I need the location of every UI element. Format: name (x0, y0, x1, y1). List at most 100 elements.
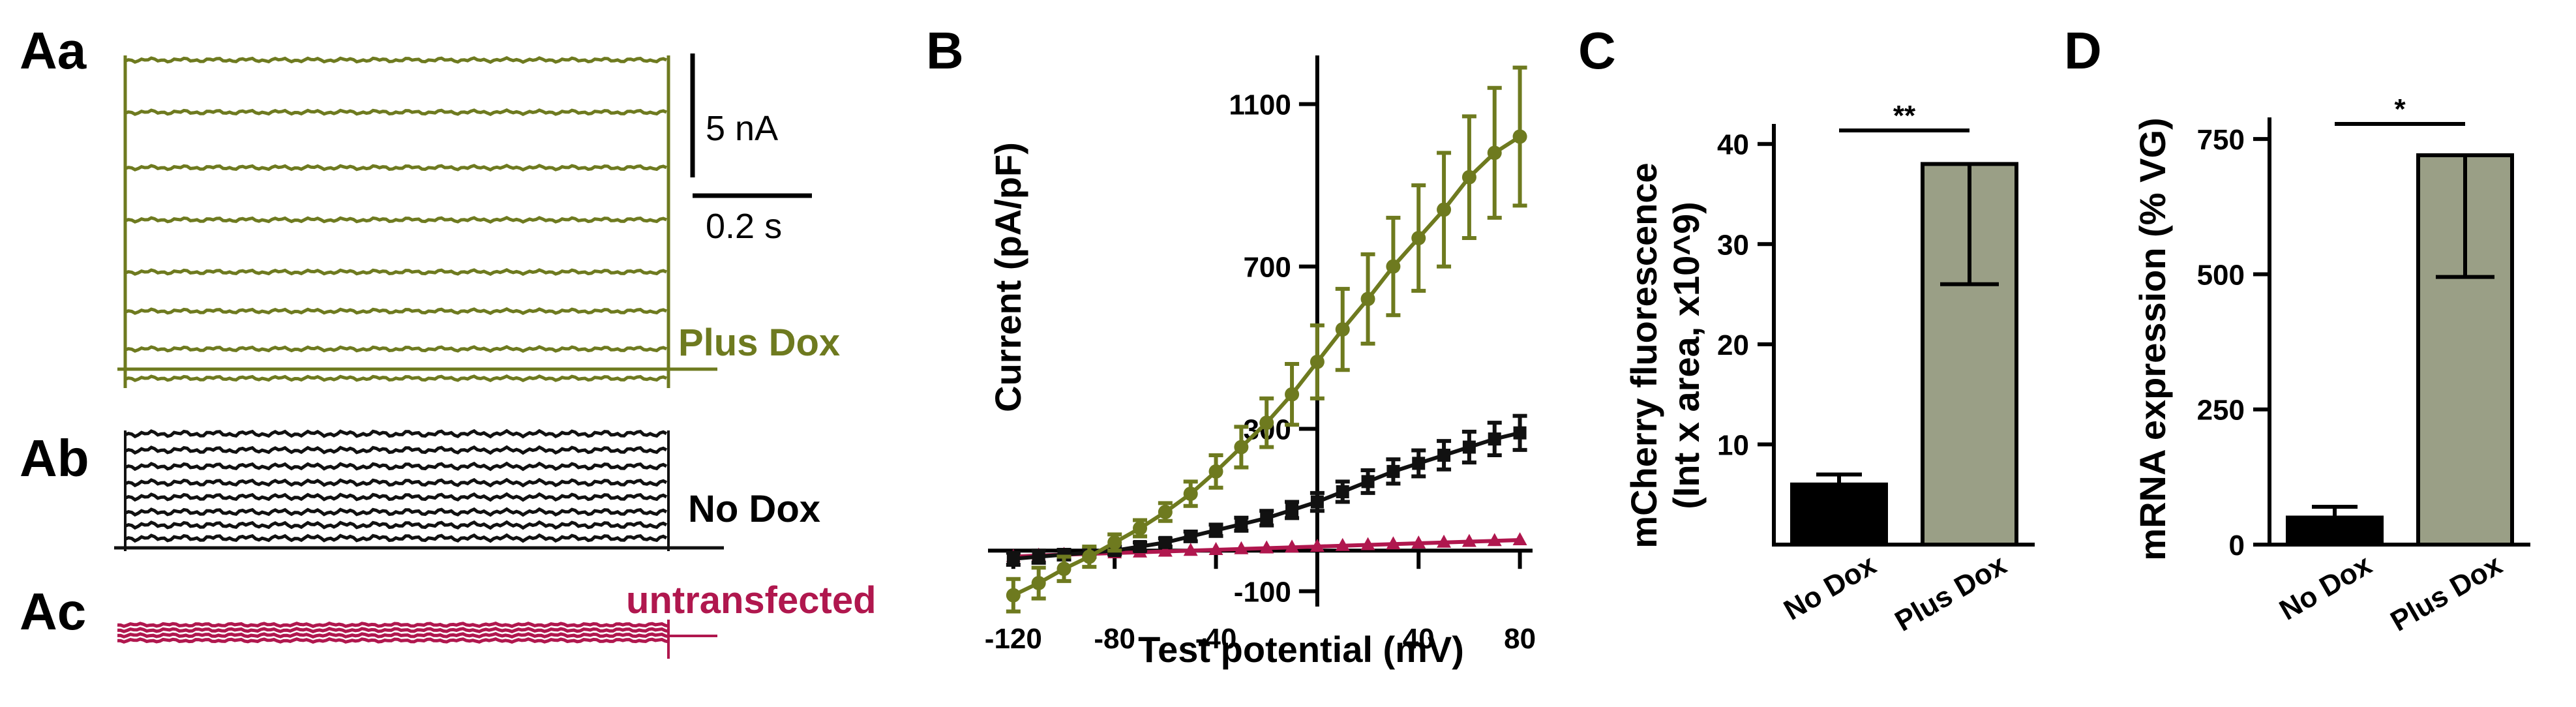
trace-sweep (125, 108, 667, 116)
panel-label-c: C (1578, 22, 1616, 80)
b-point-plus-dox (1285, 387, 1300, 402)
scale-label-time: 0.2 s (706, 207, 782, 246)
b-y-tick-label: 700 (1243, 252, 1291, 284)
trace-sweep (125, 477, 668, 488)
b-point-plus-dox (1437, 202, 1452, 217)
b-point-no-dox (1184, 530, 1197, 543)
panel-label-ab: Ab (20, 429, 89, 487)
b-point-plus-dox (1259, 415, 1274, 430)
b-point-no-dox (1133, 539, 1147, 553)
b-point-untransfected (1386, 536, 1401, 550)
b-point-plus-dox (1310, 354, 1325, 369)
b-point-no-dox (1386, 464, 1400, 478)
c-category-label: No Dox (1778, 549, 1881, 627)
b-point-no-dox (1006, 552, 1020, 565)
b-point-no-dox (1437, 448, 1451, 462)
d-category-label: No Dox (2274, 549, 2377, 627)
trace-sweep (125, 461, 668, 472)
trace-sweep (125, 492, 668, 502)
trace-sweep (117, 627, 669, 633)
b-point-plus-dox (1386, 259, 1401, 274)
b-ylabel: Current (pA/pF) (987, 142, 1028, 412)
b-point-untransfected (1335, 537, 1350, 551)
b-xlabel: Test potential (mV) (1138, 629, 1464, 670)
b-point-plus-dox (1512, 129, 1527, 144)
d-y-tick-label: 0 (2229, 530, 2245, 562)
b-x-tick-label: -120 (985, 623, 1042, 655)
b-point-no-dox (1412, 457, 1426, 470)
b-point-no-dox (1336, 485, 1349, 498)
b-point-untransfected (1437, 534, 1452, 548)
b-point-plus-dox (1006, 588, 1021, 603)
mcherry-bar-chart: 10 20 30 40 No Dox Plus Dox ** (1717, 100, 2035, 638)
untransfected-label: untransfected (626, 579, 876, 622)
b-point-untransfected (1512, 532, 1527, 546)
c-significance-label: ** (1893, 100, 1916, 132)
trace-sweep (125, 164, 667, 172)
trace-sweep (125, 520, 668, 530)
c-y-tick-label: 30 (1717, 229, 1749, 261)
scale-label-current: 5 nA (706, 109, 778, 148)
trace-sweep (125, 216, 667, 224)
b-point-plus-dox (1360, 292, 1375, 307)
b-point-untransfected (1360, 537, 1375, 550)
trace-sweep (125, 374, 667, 382)
c-bar (1790, 482, 1888, 547)
b-x-tick-label: 80 (1504, 623, 1536, 655)
b-point-no-dox (1158, 535, 1172, 549)
b-point-untransfected (1487, 533, 1502, 547)
panel-label-ac: Ac (20, 582, 86, 640)
trace-sweep (117, 637, 669, 644)
b-point-no-dox (1361, 475, 1375, 489)
panel-label-aa: Aa (20, 22, 87, 80)
trace-sweep (125, 533, 668, 543)
b-point-untransfected (1208, 541, 1223, 555)
d-y-tick-label: 500 (2197, 259, 2245, 291)
b-point-plus-dox (1133, 520, 1148, 535)
b-x-tick-label: -40 (1195, 623, 1237, 655)
panel-label-d: D (2064, 22, 2102, 80)
untransfected-traces (117, 620, 717, 659)
c-ylabel-line2: (Int x area, x10^9) (1666, 202, 1707, 509)
b-point-untransfected (1259, 540, 1274, 554)
d-ylabel: mRNA expression (% VG) (2132, 117, 2173, 560)
b-point-untransfected (1183, 543, 1198, 556)
plus-dox-traces (117, 55, 717, 388)
b-y-tick-label: 1100 (1229, 89, 1291, 121)
d-category-label: Plus Dox (2385, 549, 2508, 638)
b-point-no-dox (1260, 511, 1274, 525)
d-bar (2286, 515, 2384, 547)
d-y-tick-label: 750 (2197, 124, 2245, 156)
c-category-label: Plus Dox (1889, 549, 2012, 638)
b-point-no-dox (1462, 440, 1476, 454)
b-y-tick-label: -100 (1234, 576, 1291, 608)
b-point-plus-dox (1158, 505, 1173, 520)
b-point-plus-dox (1107, 535, 1122, 550)
b-point-no-dox (1488, 432, 1501, 446)
b-point-untransfected (1461, 534, 1476, 547)
b-point-no-dox (1032, 550, 1045, 564)
trace-sweep (125, 307, 667, 315)
b-point-no-dox (1513, 426, 1527, 440)
b-point-plus-dox (1031, 575, 1046, 590)
b-point-plus-dox (1183, 487, 1198, 502)
trace-sweep (125, 445, 668, 455)
mrna-bar-chart: 0 250 500 750 No Dox Plus Dox * (2197, 93, 2530, 638)
b-point-plus-dox (1208, 464, 1223, 479)
c-y-tick-label: 40 (1717, 129, 1749, 161)
trace-sweep (125, 507, 668, 517)
trace-sweep (117, 622, 669, 628)
c-y-tick-label: 20 (1717, 329, 1749, 361)
d-significance-label: * (2394, 93, 2406, 125)
b-point-plus-dox (1461, 170, 1476, 185)
b-point-no-dox (1235, 517, 1248, 531)
b-x-tick-label: -80 (1094, 623, 1135, 655)
no-dox-label: No Dox (688, 488, 820, 530)
b-point-no-dox (1310, 495, 1324, 509)
trace-sweep (125, 429, 668, 439)
b-point-no-dox (1285, 503, 1299, 517)
b-point-plus-dox (1411, 231, 1426, 246)
b-x-tick-label: 40 (1403, 623, 1435, 655)
